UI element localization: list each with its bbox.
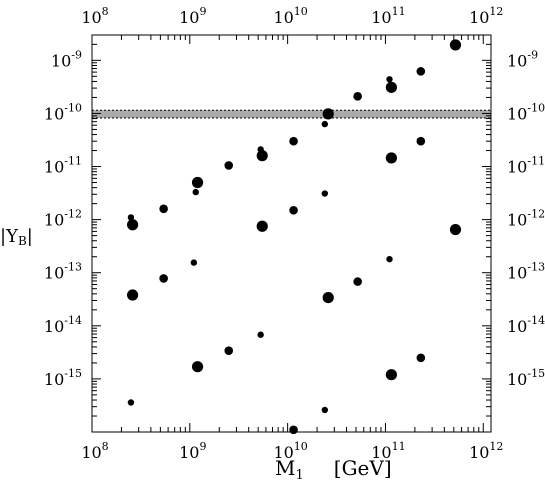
data-point	[289, 425, 298, 435]
data-point	[321, 406, 329, 414]
data-point	[416, 353, 426, 363]
y-tick-label-right: 10-9	[507, 48, 538, 70]
data-point	[385, 152, 397, 164]
data-point	[224, 161, 234, 170]
y-axis-label-tail: |	[27, 226, 33, 247]
tick-labels-layer: 10810810910910101010101110111012101210-9…	[44, 5, 545, 462]
data-point	[386, 76, 393, 83]
data-point	[353, 92, 362, 101]
data-point	[416, 67, 426, 76]
data-point	[449, 223, 462, 236]
data-point	[257, 331, 264, 338]
x-tick-label-top: 108	[81, 5, 108, 27]
observed-asymmetry-band	[92, 110, 491, 119]
x-tick-label-top: 1011	[371, 5, 405, 27]
tick-marks-layer	[91, 35, 491, 433]
y-tick-label-right: 10-14	[507, 314, 545, 336]
data-point	[321, 190, 329, 197]
data-point	[159, 204, 168, 214]
observed-band-layer	[92, 109, 491, 119]
x-tick-label-bottom: 1011	[371, 440, 405, 462]
data-point	[449, 39, 462, 51]
data-point	[353, 277, 362, 286]
x-axis-label: M1 [GeV]	[275, 456, 392, 483]
data-point	[127, 214, 135, 221]
y-axis-label-subscript: B	[18, 234, 27, 248]
data-point	[190, 259, 198, 266]
y-tick-label-left: 10-15	[44, 367, 82, 389]
data-point	[322, 108, 334, 120]
y-tick-label-left: 10-10	[44, 101, 82, 123]
y-tick-label-right: 10-13	[507, 261, 545, 283]
data-point	[191, 361, 204, 373]
y-tick-label-right: 10-12	[507, 208, 545, 230]
x-tick-label-bottom: 109	[179, 440, 206, 462]
data-point	[127, 399, 135, 406]
plot-frame	[91, 34, 492, 433]
data-point	[126, 219, 139, 231]
data-point	[126, 289, 139, 301]
y-tick-label-left: 10-9	[51, 48, 82, 70]
x-tick-label-bottom: 1010	[273, 440, 307, 462]
y-tick-label-right: 10-10	[507, 101, 545, 123]
data-point	[256, 220, 268, 232]
y-axis-label: |YB|	[0, 226, 33, 248]
y-tick-label-left: 10-13	[44, 261, 82, 283]
data-point	[192, 188, 199, 196]
y-tick-label-left: 10-12	[44, 208, 82, 230]
data-point	[322, 291, 334, 304]
data-point	[289, 136, 298, 146]
y-tick-label-left: 10-11	[44, 155, 82, 177]
y-tick-label-right: 10-11	[507, 155, 545, 177]
data-point	[416, 136, 426, 146]
x-tick-label-bottom: 1012	[469, 440, 503, 462]
x-axis-unit: [GeV]	[334, 456, 392, 480]
data-point	[256, 150, 268, 162]
x-tick-label-bottom: 108	[81, 440, 108, 462]
y-tick-label-right: 10-15	[507, 367, 545, 389]
data-point	[321, 120, 329, 128]
y-tick-label-left: 10-14	[44, 314, 82, 336]
data-point	[159, 274, 168, 283]
x-tick-label-top: 1010	[273, 5, 307, 27]
data-points-layer	[126, 39, 462, 435]
data-point	[289, 205, 298, 215]
data-point	[385, 81, 397, 93]
data-point	[224, 346, 234, 355]
data-point	[386, 255, 393, 263]
data-point	[191, 176, 204, 189]
x-tick-label-top: 1012	[469, 5, 503, 27]
x-axis-label-subscript: 1	[295, 468, 303, 483]
x-tick-label-top: 109	[179, 5, 206, 27]
data-point	[385, 369, 397, 381]
